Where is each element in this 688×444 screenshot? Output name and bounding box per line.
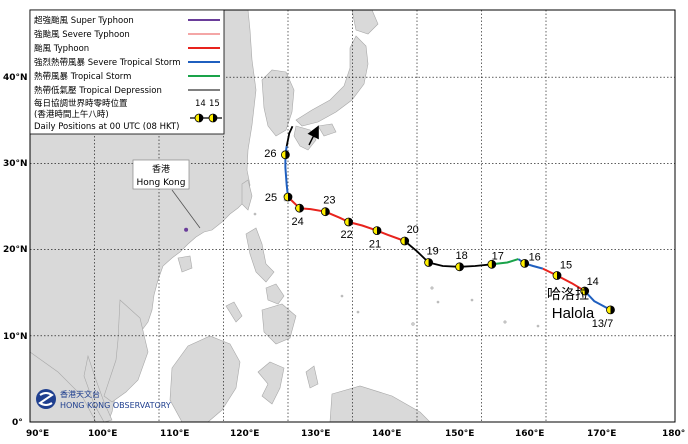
- land-hainan: [177, 255, 193, 273]
- lon-tick-label: 90°E: [26, 429, 49, 439]
- daily-position-marker: [606, 305, 615, 315]
- legend-label-severe-typhoon: 強颱風 Severe Typhoon: [34, 29, 130, 40]
- land-borneo: [169, 335, 241, 422]
- daily-position-marker: [455, 262, 465, 272]
- daily-position-marker: [580, 286, 590, 296]
- daily-position-label: 17: [492, 250, 504, 262]
- lon-tick-label: 170°E: [587, 429, 616, 439]
- daily-positions: 13/7 14 15 16 17 18 19 20 21 22 23 24 25 26: [264, 148, 615, 330]
- land-taiwan: [241, 179, 253, 211]
- daily-position-label: 14: [587, 276, 599, 288]
- land-palawan: [225, 301, 243, 323]
- hko-name-en: HONG KONG OBSERVATORY: [60, 401, 171, 410]
- legend-label-tropical-depression: 熱帶低氣壓 Tropical Depression: [34, 85, 162, 96]
- legend-daily-cn-2: (香港時間上午八時): [34, 109, 109, 120]
- daily-position-marker: [487, 259, 497, 269]
- daily-position-marker: [283, 192, 293, 202]
- land-luzon: [245, 227, 275, 283]
- lon-tick-label: 160°E: [515, 429, 544, 439]
- daily-position-label: 15: [560, 260, 572, 272]
- legend-label-severe-tropical-storm: 強烈熱帶風暴 Severe Tropical Storm: [34, 57, 181, 68]
- lon-tick-label: 140°E: [372, 429, 401, 439]
- land-honshu: [295, 35, 369, 127]
- legend-label-tropical-storm: 熱帶風暴 Tropical Storm: [34, 71, 131, 82]
- lat-tick-label: 20°N: [3, 245, 28, 255]
- daily-position-marker: [320, 207, 330, 217]
- daily-position-label: 25: [265, 192, 277, 204]
- daily-position-label: 24: [291, 216, 303, 228]
- legend-label-super-typhoon: 超強颱風 Super Typhoon: [34, 15, 134, 26]
- hko-name-cn: 香港天文台: [60, 389, 100, 399]
- daily-position-label: 19: [426, 246, 438, 258]
- daily-position-label: 23: [323, 195, 335, 207]
- daily-position-marker: [280, 150, 290, 160]
- hko-logo: 香港天文台 HONG KONG OBSERVATORY: [36, 389, 171, 410]
- land-sulawesi: [257, 361, 285, 405]
- lon-tick-label: 130°E: [301, 429, 330, 439]
- land-malay-peninsula: [83, 354, 113, 422]
- land-indochina: [103, 299, 149, 403]
- daily-position-marker: [344, 217, 354, 227]
- daily-position-label: 26: [264, 148, 276, 160]
- hong-kong-label-cn: 香港: [152, 163, 170, 175]
- land-korea: [261, 69, 295, 137]
- legend-sample-label: 15: [209, 99, 220, 109]
- legend-sample-marker: [208, 113, 218, 123]
- lat-tick-label: 40°N: [3, 73, 28, 83]
- lon-tick-label: 100°E: [88, 429, 117, 439]
- land-mindanao: [261, 303, 297, 345]
- legend-sample-marker: [194, 113, 204, 123]
- latitude-axis: 0° 10°N 20°N 30°N 40°N: [3, 73, 28, 428]
- daily-position-label: 20: [407, 224, 419, 236]
- hong-kong-label-en: Hong Kong: [137, 178, 186, 188]
- daily-position-marker: [400, 236, 410, 246]
- hong-kong-dot: [184, 227, 189, 232]
- land-hokkaido: [351, 10, 379, 35]
- legend: 超強颱風 Super Typhoon 強颱風 Severe Typhoon 颱風…: [29, 9, 225, 135]
- track-segment-tropical-storm: [491, 258, 519, 266]
- lon-tick-label: 110°E: [160, 429, 189, 439]
- land-new-guinea: [329, 385, 431, 422]
- land-shikoku: [317, 123, 337, 137]
- longitude-axis: 90°E 100°E 110°E 120°E 130°E 140°E 150°E…: [26, 429, 685, 439]
- daily-position-label: 13/7: [592, 318, 613, 330]
- land-halmahera: [305, 365, 319, 389]
- graticule: [30, 10, 675, 422]
- lon-tick-label: 150°E: [445, 429, 474, 439]
- track-direction-arrow: [307, 125, 319, 146]
- legend-box: [29, 9, 225, 135]
- track-segment-tropical-depression: [285, 125, 294, 147]
- track-segment-tropical-depression: [404, 240, 492, 268]
- legend-daily-en: Daily Positions at 00 UTC (08 HKT): [34, 122, 179, 132]
- storm-name-cn: 哈洛拉: [547, 287, 589, 303]
- lat-tick-label: 0°: [12, 418, 23, 428]
- daily-position-marker: [295, 203, 305, 213]
- daily-position-label: 21: [369, 239, 381, 251]
- legend-daily-cn-1: 每日協調世界時零時位置: [34, 98, 128, 109]
- daily-position-marker: [520, 258, 530, 268]
- daily-position-marker: [424, 258, 434, 267]
- lat-tick-label: 10°N: [3, 332, 28, 342]
- daily-position-marker: [552, 271, 562, 280]
- daily-position-label: 22: [340, 229, 352, 241]
- land-visayas: [265, 283, 285, 305]
- track-segment-typhoon: [287, 196, 406, 242]
- daily-position-marker: [372, 226, 382, 236]
- legend-sample-label: 14: [195, 99, 206, 109]
- hong-kong-leader-line: [171, 189, 201, 229]
- storm-name-en: Halola: [552, 305, 595, 322]
- lat-tick-label: 30°N: [3, 159, 28, 169]
- legend-label-typhoon: 颱風 Typhoon: [34, 44, 89, 54]
- daily-position-label: 16: [529, 251, 541, 263]
- track-segment-typhoon: [542, 267, 586, 292]
- lon-tick-label: 120°E: [230, 429, 259, 439]
- hong-kong-marker: 香港 Hong Kong: [132, 159, 201, 232]
- track-segment-severe-tropical-storm: [583, 290, 611, 311]
- daily-position-label: 18: [455, 250, 467, 262]
- lon-tick-label: 180°: [662, 429, 685, 439]
- hong-kong-label-box: [132, 159, 190, 190]
- map-frame: [29, 9, 676, 423]
